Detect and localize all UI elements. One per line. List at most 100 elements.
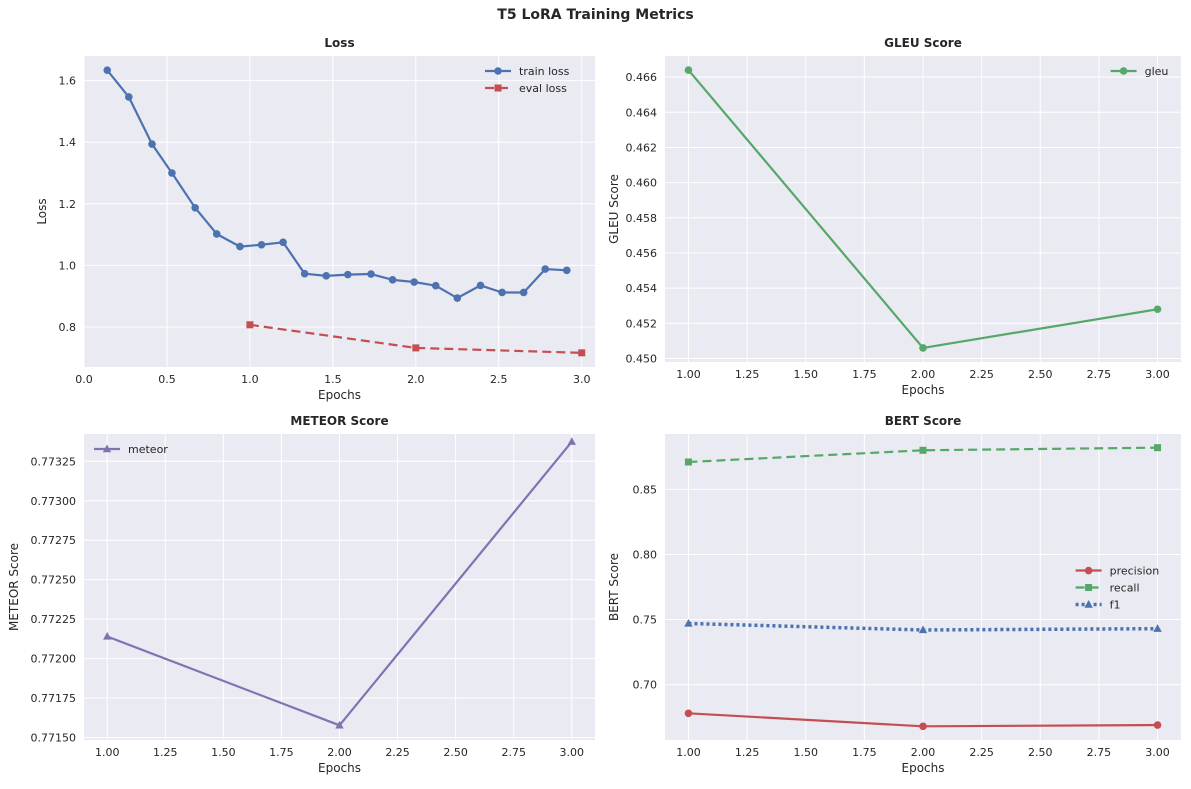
data-point <box>684 458 692 466</box>
legend-marker <box>494 67 502 75</box>
data-point <box>300 269 309 278</box>
legend-marker <box>1084 566 1093 575</box>
legend: precision recall f1 <box>1075 565 1159 612</box>
x-tick-label: 2.25 <box>969 368 994 381</box>
chart-loss: 0.0 0.5 1.0 1.5 2.0 2.5 3.0 0.8 1.0 1.2 1.4 1.6 Loss… <box>35 36 595 402</box>
y-tick-label: 0.77300 <box>31 495 77 508</box>
chart-gleu: 1.00 1.25 1.50 1.75 2.00 2.25 2.50 2.75 3.00 0.45… <box>607 36 1181 397</box>
x-tick-label: 1.50 <box>793 368 818 381</box>
data-point <box>212 230 221 238</box>
data-point <box>919 446 927 454</box>
series-line <box>106 69 567 300</box>
data-point <box>476 281 485 290</box>
data-point <box>103 631 112 640</box>
x-axis-label: Epochs <box>318 388 361 402</box>
x-tick-label: 1.5 <box>324 373 342 386</box>
x-tick-label: 2.25 <box>385 746 410 759</box>
x-tick-label: 1.25 <box>153 746 178 759</box>
data-point <box>124 93 133 101</box>
y-tick-label: 0.456 <box>626 247 658 260</box>
data-point <box>578 349 586 357</box>
data-point <box>410 278 418 286</box>
y-tick-label: 1.0 <box>59 259 77 272</box>
data-point <box>322 272 331 280</box>
grid <box>84 434 595 740</box>
data-point <box>684 66 693 74</box>
data-point <box>343 270 352 279</box>
y-tick-label: 0.77225 <box>31 613 77 626</box>
x-tick-label: 2.00 <box>911 746 936 759</box>
data-point <box>412 344 420 352</box>
series-f1 <box>684 618 1162 634</box>
series-line <box>688 446 1158 464</box>
y-tick-label: 0.75 <box>633 614 658 627</box>
x-axis-label: Epochs <box>902 383 945 397</box>
series-train-loss <box>103 66 571 302</box>
data-point <box>1153 721 1162 729</box>
chart-meteor: 1.00 1.25 1.50 1.75 2.00 2.25 2.50 2.75 3.00 0.77… <box>7 414 595 775</box>
data-point <box>168 169 176 177</box>
x-tick-label: 1.75 <box>852 368 877 381</box>
data-point <box>1153 624 1162 632</box>
data-point <box>919 722 927 731</box>
y-axis-label: METEOR Score <box>7 543 21 631</box>
x-axis-label: Epochs <box>318 761 361 775</box>
x-tick-label: 3.00 <box>560 746 585 759</box>
data-point <box>562 266 571 275</box>
x-tick-label: 1.25 <box>735 746 760 759</box>
y-tick-label: 0.460 <box>626 177 658 190</box>
chart-bert: 1.00 1.25 1.50 1.75 2.00 2.25 2.50 2.75 3.00 0.70… <box>607 414 1181 775</box>
grid <box>665 56 1181 362</box>
chart-title: GLEU Score <box>884 36 962 50</box>
x-tick-label: 0.0 <box>75 373 93 386</box>
x-tick-label: 2.5 <box>490 373 508 386</box>
x-tick-label: 0.5 <box>158 373 176 386</box>
y-tick-label: 0.70 <box>633 679 658 692</box>
series-gleu <box>684 66 1162 352</box>
x-tick-label: 1.00 <box>676 746 701 759</box>
series-eval-loss <box>246 321 586 357</box>
legend-label: gleu <box>1145 65 1169 78</box>
x-tick-label: 2.50 <box>443 746 468 759</box>
x-tick-label: 1.0 <box>241 373 259 386</box>
figure-title: T5 LoRA Training Metrics <box>497 7 694 23</box>
data-point <box>367 270 375 278</box>
legend-label: recall <box>1110 582 1140 595</box>
data-point <box>498 288 506 297</box>
legend-marker <box>1119 67 1128 75</box>
data-point <box>191 204 199 212</box>
legend-label: eval loss <box>519 82 567 95</box>
y-tick-label: 0.77250 <box>31 574 77 587</box>
data-point <box>567 437 576 445</box>
data-point <box>431 281 440 290</box>
x-tick-label: 2.50 <box>1028 368 1053 381</box>
y-tick-label: 0.77200 <box>31 653 77 666</box>
y-tick-label: 1.6 <box>59 75 77 88</box>
y-tick-label: 0.458 <box>626 212 658 225</box>
x-tick-label: 1.50 <box>211 746 236 759</box>
y-tick-label: 0.464 <box>626 106 658 119</box>
legend-marker <box>1085 584 1093 592</box>
data-point <box>236 242 244 251</box>
data-point <box>684 709 693 718</box>
data-point <box>1154 444 1162 452</box>
y-axis-label: Loss <box>35 198 49 224</box>
data-point <box>103 66 112 74</box>
x-tick-label: 1.75 <box>852 746 877 759</box>
data-point <box>453 294 462 302</box>
legend-label: meteor <box>128 443 168 456</box>
y-tick-label: 0.77275 <box>31 534 77 547</box>
y-tick-label: 0.462 <box>626 141 658 154</box>
x-tick-label: 2.25 <box>969 746 994 759</box>
legend: meteor <box>94 443 168 456</box>
x-tick-label: 1.75 <box>269 746 294 759</box>
y-tick-label: 0.77325 <box>31 455 77 468</box>
legend-marker <box>494 84 502 92</box>
chart-title: BERT Score <box>885 414 961 428</box>
data-point <box>335 720 344 729</box>
y-tick-label: 0.454 <box>626 282 658 295</box>
x-tick-label: 2.75 <box>1087 368 1112 381</box>
x-tick-label: 2.0 <box>407 373 425 386</box>
y-tick-label: 0.85 <box>633 483 658 496</box>
